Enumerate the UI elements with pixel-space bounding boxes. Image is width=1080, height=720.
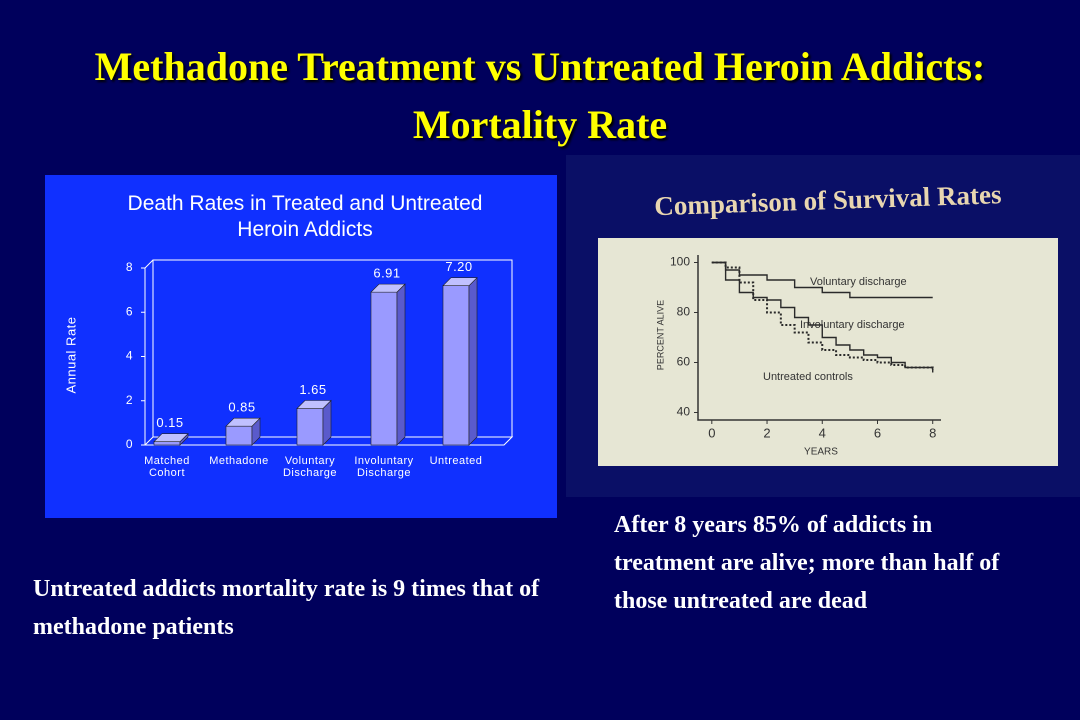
bar-side	[396, 283, 406, 446]
data-label: 0.85	[228, 400, 255, 415]
x-tick-label: Methadone	[209, 455, 269, 467]
chart-title: Comparison of Survival Rates	[654, 179, 1002, 221]
series-label: Voluntary discharge	[810, 276, 907, 288]
bar-top	[296, 400, 332, 409]
x-tick-label: Matched Cohort	[144, 455, 190, 479]
y-axis-label: PERCENT ALIVE	[655, 300, 665, 370]
x-tick-label: Untreated	[429, 455, 483, 467]
series-label: Untreated controls	[763, 371, 853, 383]
data-label: 0.15	[156, 415, 183, 430]
y-tick-label: 0	[126, 437, 133, 451]
x-tick-label: Involuntary Discharge	[354, 455, 414, 479]
y-axis-label: Annual Rate	[63, 316, 78, 393]
bar	[296, 408, 324, 446]
y-tick-label: 80	[677, 305, 691, 319]
y-tick-label: 8	[126, 260, 133, 274]
y-tick-label: 2	[126, 393, 133, 407]
bar-top	[225, 417, 261, 427]
caption: After 8 years 85% of addicts in treatmen…	[614, 512, 1000, 614]
y-tick-label: 6	[126, 304, 133, 318]
x-tick-label: 4	[819, 425, 826, 440]
x-tick-label: 0	[708, 425, 715, 440]
slide-title: Methadone Treatment vs Untreated Heroin …	[94, 44, 986, 147]
bar-top	[442, 277, 478, 286]
line-chart-svg: Comparison of Survival Rates 40 60 80 100 0 2…	[598, 179, 1058, 466]
y-tick-label: 40	[677, 405, 691, 419]
bar	[225, 425, 253, 446]
series-label: Involuntary discharge	[800, 319, 905, 331]
x-tick-label: 6	[874, 425, 881, 440]
bar	[153, 441, 181, 446]
bar-top	[370, 283, 406, 293]
bar-chart-svg: 0 2 4 6 8 Annual Rate 0.15 0.85 1.65 6.91 7.20	[63, 259, 514, 451]
y-axis-3d	[144, 259, 154, 269]
x-tick-label: Voluntary Discharge	[282, 455, 338, 479]
caption: Untreated addicts mortality rate is 9 ti…	[33, 576, 540, 640]
data-label: 7.20	[445, 259, 472, 274]
bar-chart: 0 2 4 6 8 Annual Rate 0.15 0.85 1.65 6.91 7.20 Dea…	[45, 175, 557, 518]
y-tick-label: 100	[670, 255, 690, 269]
chart-title: Death Rates in Treated and Untreated Her…	[127, 192, 483, 241]
x-tick-label: 8	[929, 425, 936, 440]
y-tick-label: 60	[677, 355, 691, 369]
x-axis-label: YEARS	[804, 447, 838, 458]
survival-line	[711, 261, 934, 370]
y-tick-label: 4	[126, 349, 133, 363]
screen	[598, 238, 1058, 466]
bar	[370, 291, 398, 446]
bar-top	[153, 433, 189, 442]
bar	[442, 285, 470, 446]
data-label: 6.91	[373, 266, 400, 281]
x-tick-label: 2	[763, 425, 770, 440]
axes	[697, 255, 941, 421]
bar-side	[468, 276, 478, 446]
survival-line	[711, 261, 933, 299]
data-label: 1.65	[299, 382, 326, 397]
line-chart: Comparison of Survival Rates 40 60 80 100 0 2…	[566, 155, 1080, 497]
